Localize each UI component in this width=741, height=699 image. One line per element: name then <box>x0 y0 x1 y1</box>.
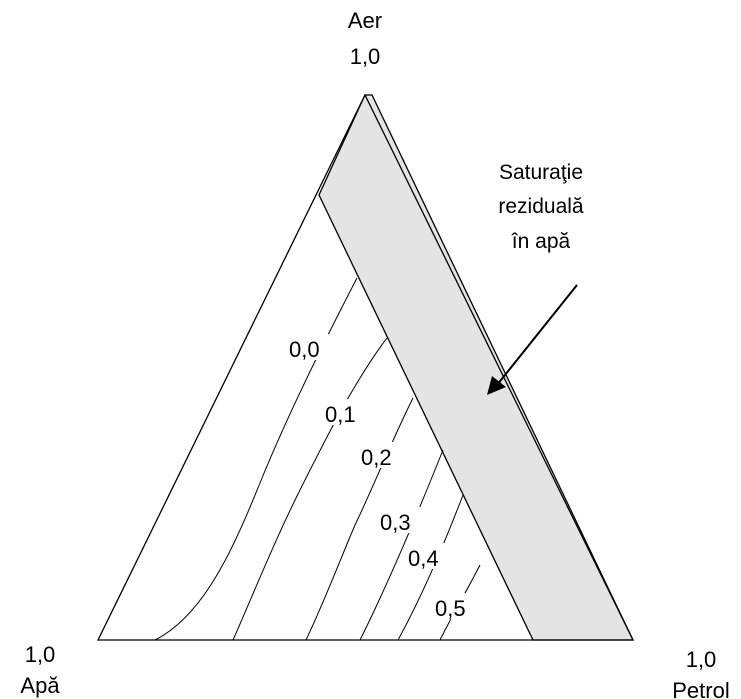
vertex-right-name: Petrol <box>672 678 729 699</box>
contour-line-0-1 <box>232 337 388 641</box>
contour-label-0-4: 0,4 <box>408 546 439 571</box>
contour-label-0-3: 0,3 <box>380 510 411 535</box>
annotation-line-2: reziduală <box>498 195 584 218</box>
annotation-line-1: Saturaţie <box>499 161 583 184</box>
annotation-arrow <box>487 284 578 395</box>
contour-line-0-3 <box>359 449 444 641</box>
triangle-outline <box>96 93 635 641</box>
annotation-line-3: în apă <box>511 230 571 253</box>
contour-line-0-2 <box>305 397 414 641</box>
contour-label-0-0: 0,0 <box>289 337 320 362</box>
contour-line-0-0 <box>154 277 358 641</box>
contour-label-0-1: 0,1 <box>325 402 356 427</box>
vertex-top-value: 1,0 <box>350 44 381 69</box>
vertex-left-value: 1,0 <box>25 642 56 667</box>
vertex-right-value: 1,0 <box>686 647 717 672</box>
contour-label-0-2: 0,2 <box>361 445 392 470</box>
vertex-top-name: Aer <box>348 8 382 33</box>
vertex-left-name: Apă <box>20 673 60 698</box>
contour-line-0-4 <box>397 494 464 641</box>
contour-labels: 0,0 0,1 0,2 0,3 0,4 0,5 <box>286 334 478 621</box>
contour-label-0-5: 0,5 <box>435 596 466 621</box>
